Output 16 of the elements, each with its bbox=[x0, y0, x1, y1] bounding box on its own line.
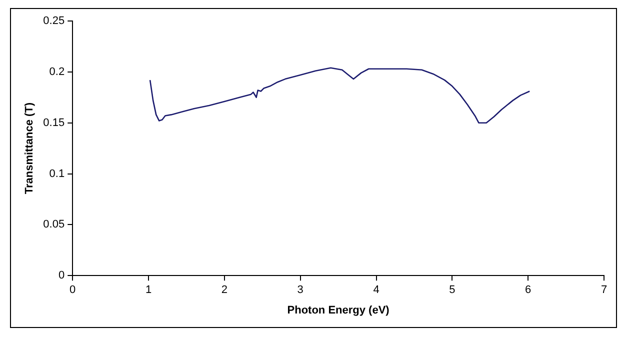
y-tick-label: 0.2 bbox=[49, 66, 65, 78]
x-tick-label: 0 bbox=[70, 284, 76, 296]
x-axis-title: Photon Energy (eV) bbox=[287, 304, 390, 316]
x-tick-label: 5 bbox=[449, 284, 456, 296]
x-tick-label: 2 bbox=[221, 284, 228, 296]
y-tick-label: 0.25 bbox=[43, 15, 65, 28]
y-tick-label: 0 bbox=[58, 270, 65, 282]
x-tick-label: 1 bbox=[145, 284, 152, 296]
x-tick-label: 4 bbox=[373, 284, 380, 296]
y-tick-label: 0.1 bbox=[49, 168, 65, 180]
x-tick-label: 7 bbox=[600, 284, 608, 296]
y-tick-label: 0.05 bbox=[43, 218, 65, 231]
x-tick-label: 6 bbox=[525, 284, 532, 296]
y-tick-label: 0.15 bbox=[43, 116, 65, 129]
x-tick-label: 3 bbox=[297, 284, 304, 296]
y-axis-title: Transmittance (T) bbox=[24, 102, 36, 194]
